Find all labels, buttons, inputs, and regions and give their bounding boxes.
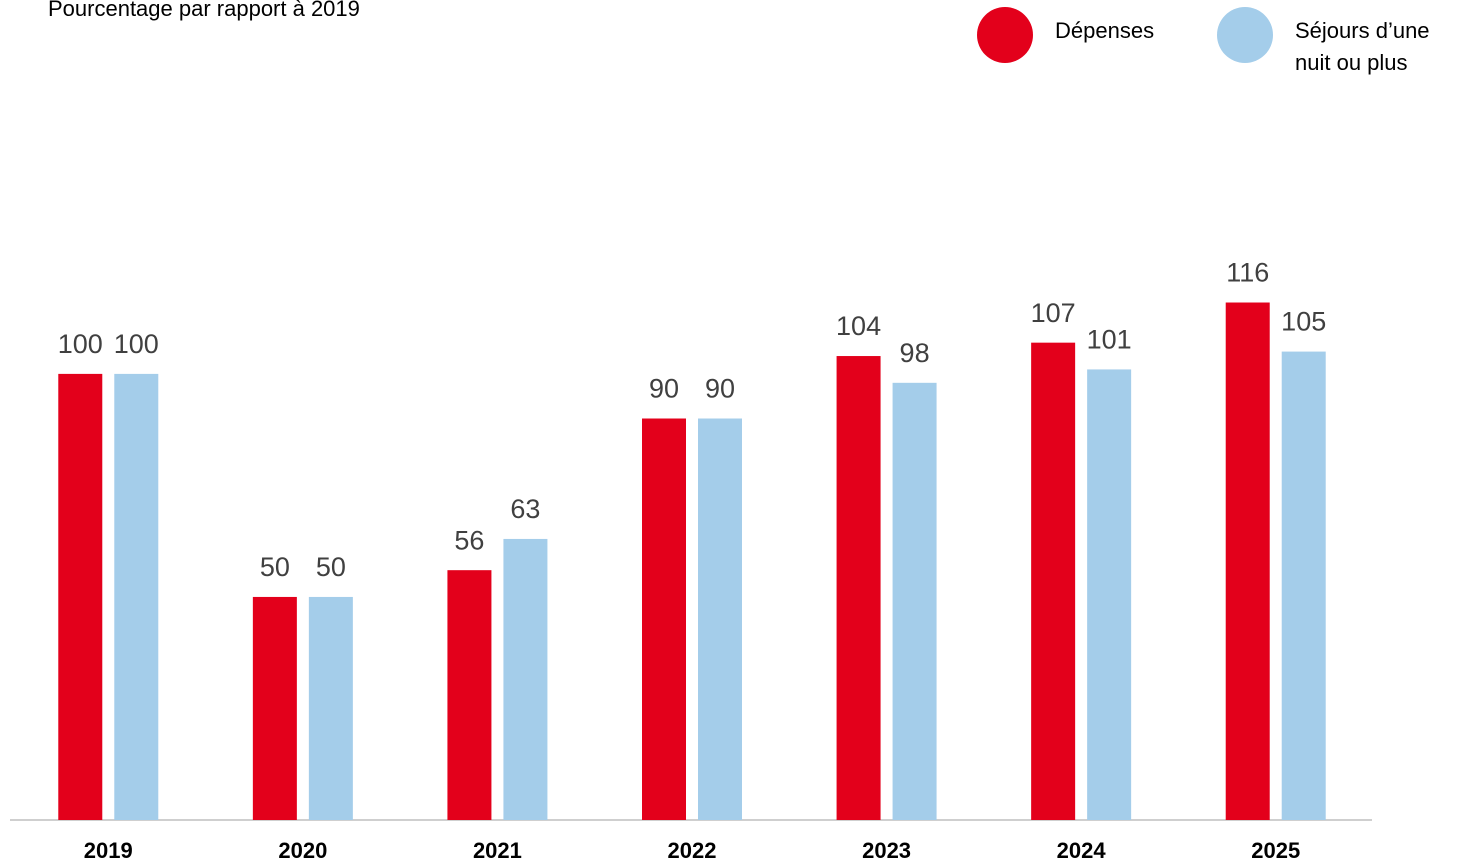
legend-swatch xyxy=(1217,7,1273,63)
data-label: 50 xyxy=(316,552,346,582)
data-label: 63 xyxy=(510,494,540,524)
x-tick-label: 2025 xyxy=(1251,838,1300,863)
bar xyxy=(892,382,937,820)
bar xyxy=(1031,342,1076,820)
legend-label: Dépenses xyxy=(1055,18,1155,43)
data-label: 100 xyxy=(114,329,159,359)
data-label: 50 xyxy=(260,552,290,582)
chart-title: Pourcentage par rapport à 2019 xyxy=(48,0,360,21)
bar xyxy=(447,570,492,820)
data-label: 98 xyxy=(900,338,930,368)
x-tick-label: 2024 xyxy=(1057,838,1107,863)
bar xyxy=(836,356,881,820)
data-label: 116 xyxy=(1226,258,1269,288)
data-label: 105 xyxy=(1281,307,1326,337)
data-label: 90 xyxy=(649,374,679,404)
bar xyxy=(642,418,686,820)
data-label: 90 xyxy=(705,374,735,404)
bar xyxy=(503,538,548,820)
x-tick-label: 2020 xyxy=(278,838,327,863)
data-label: 101 xyxy=(1087,325,1132,355)
bar xyxy=(308,596,353,820)
legend-item: Séjours d’une nuit ou plus xyxy=(1217,7,1460,79)
data-label: 56 xyxy=(454,525,484,555)
bar xyxy=(252,596,297,820)
bar xyxy=(1281,351,1326,820)
data-label: 107 xyxy=(1031,298,1076,328)
bar xyxy=(58,373,103,820)
x-tick-label: 2019 xyxy=(84,838,133,863)
bar xyxy=(1087,369,1132,820)
legend-item: Dépenses xyxy=(977,7,1205,63)
bar xyxy=(698,418,742,820)
data-label: 100 xyxy=(58,329,103,359)
bar xyxy=(114,373,159,820)
x-tick-label: 2022 xyxy=(668,838,717,863)
x-tick-label: 2021 xyxy=(473,838,522,863)
legend-label: Séjours d’une nuit ou plus xyxy=(1295,18,1430,75)
bar xyxy=(1225,302,1270,820)
data-label: 104 xyxy=(836,311,881,341)
legend-swatch xyxy=(977,7,1033,63)
x-tick-label: 2023 xyxy=(862,838,911,863)
